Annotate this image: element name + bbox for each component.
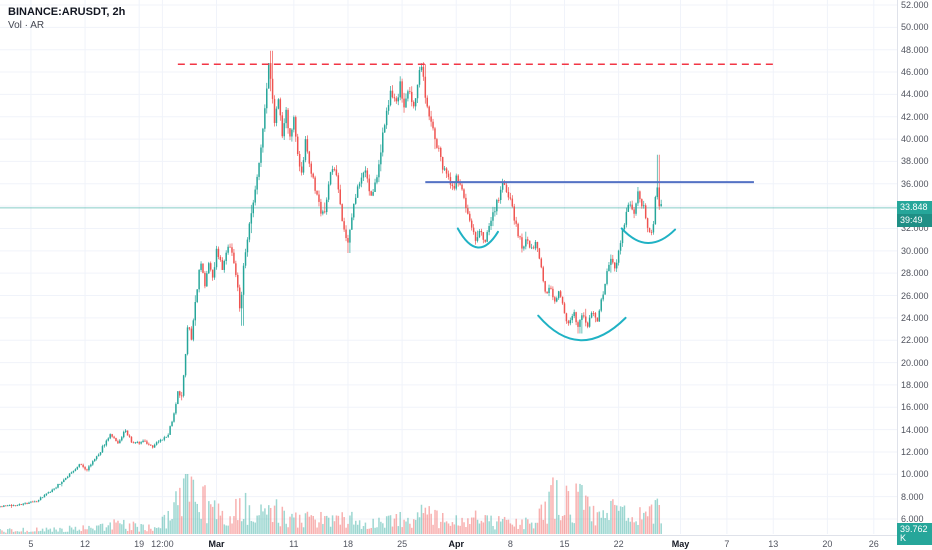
price-axis-label: 40.000 (901, 134, 929, 145)
time-axis-label: 8 (507, 539, 513, 549)
volume-layer (0, 474, 662, 534)
time-axis-label: 12:00 (151, 539, 174, 549)
price-axis-label: 8.000 (901, 491, 924, 502)
head-arc[interactable] (537, 314, 627, 342)
price-axis-label: 22.000 (901, 335, 929, 346)
price-axis-label: 28.000 (901, 268, 929, 279)
time-axis-label: 19 (134, 539, 145, 549)
price-axis-label: 46.000 (901, 67, 929, 78)
time-axis-label: 18 (342, 539, 353, 549)
time-axis-label: May (671, 539, 690, 549)
time-axis-label: 25 (397, 539, 408, 549)
price-axis-label: 6.000 (901, 514, 924, 524)
price-axis-label: 20.000 (901, 357, 929, 368)
time-axis-label: 20 (822, 539, 833, 549)
left-shoulder-arc[interactable] (456, 227, 499, 249)
drawings-layer[interactable] (177, 63, 774, 342)
time-axis-label: 11 (289, 539, 299, 549)
right-shoulder-arc[interactable] (620, 227, 677, 244)
time-axis-label: 7 (724, 539, 730, 549)
last-price-label: 33.848 (897, 200, 932, 214)
volume-value-label: 39.762 K (897, 523, 932, 545)
price-axis-label: 36.000 (901, 178, 929, 189)
price-axis-label: 14.000 (901, 424, 929, 435)
candlestick-chart[interactable] (0, 0, 897, 535)
price-axis-label: 12.000 (901, 446, 929, 457)
symbol-legend[interactable]: BINANCE:ARUSDT, 2h (8, 6, 126, 18)
price-axis-label: 52.000 (901, 0, 929, 10)
price-axis-label: 48.000 (901, 44, 929, 55)
price-axis-label: 16.000 (901, 402, 929, 413)
price-axis-label: 24.000 (901, 312, 929, 323)
price-axis-label: 32.000 (901, 223, 929, 234)
price-axis-label: 44.000 (901, 89, 929, 100)
candles-layer (0, 50, 662, 508)
price-axis-label: 10.000 (901, 469, 929, 480)
time-axis[interactable]: 5 12 19 12:00 Mar 11 18 25 Apr 8 15 22 May 7 13 20 26 (0, 535, 932, 550)
time-axis-label: Mar (208, 539, 225, 549)
chart-pane[interactable]: BINANCE:ARUSDT, 2h Vol · AR (0, 0, 897, 535)
price-axis-label: 42.000 (901, 111, 929, 122)
time-axis-label: 13 (768, 539, 779, 549)
time-axis-label: 26 (868, 539, 879, 549)
price-axis-label: 50.000 (901, 22, 929, 33)
price-axis[interactable]: 52.000 50.000 48.000 46.000 44.000 42.000 40.0… (897, 0, 932, 535)
volume-legend[interactable]: Vol · AR (8, 20, 45, 31)
price-axis-label: 38.000 (901, 156, 929, 167)
time-axis-label: 12 (80, 539, 91, 549)
price-axis-label: 30.000 (901, 245, 929, 256)
chart-legend: BINANCE:ARUSDT, 2h Vol · AR (8, 5, 125, 32)
bar-countdown-label: 39:49 (897, 213, 932, 227)
time-axis-label: 5 (28, 539, 34, 549)
price-axis-label: 18.000 (901, 379, 929, 390)
price-axis-label: 26.000 (901, 290, 929, 301)
grid-layer (0, 0, 897, 534)
time-axis-label: 15 (559, 539, 570, 549)
time-axis-label: 22 (613, 539, 624, 549)
time-axis-label: Apr (448, 539, 464, 549)
